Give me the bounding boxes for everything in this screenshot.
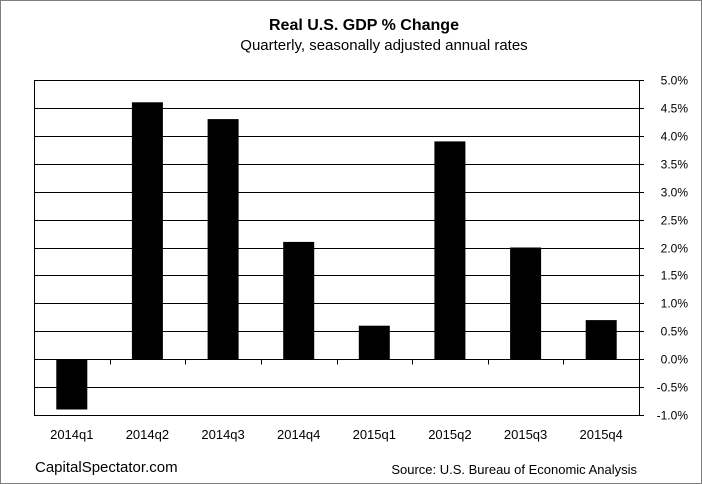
x-tick-label: 2015q3 — [504, 427, 547, 442]
x-tick-label: 2014q1 — [50, 427, 93, 442]
x-tick-label: 2015q2 — [428, 427, 471, 442]
bar-2014q1 — [56, 359, 88, 410]
y-tick-label: -0.5% — [657, 381, 689, 395]
source-note: Source: U.S. Bureau of Economic Analysis — [391, 462, 637, 477]
y-tick-label: 1.5% — [661, 269, 689, 283]
y-tick-label: 4.0% — [661, 130, 689, 144]
y-tick-label: 3.0% — [661, 186, 689, 200]
y-tick-label: 0.5% — [661, 325, 689, 339]
site-credit: CapitalSpectator.com — [35, 459, 178, 476]
y-tick-label: -1.0% — [657, 409, 689, 423]
bar-2015q3 — [510, 247, 542, 360]
chart-title: Real U.S. GDP % Change — [269, 17, 459, 34]
bar-2015q1 — [358, 325, 390, 360]
y-tick-label: 2.5% — [661, 214, 689, 228]
y-tick-label: 1.0% — [661, 297, 689, 311]
bar-2014q4 — [283, 241, 315, 360]
bar-2015q2 — [434, 141, 466, 360]
y-tick-label: 4.5% — [661, 102, 689, 116]
y-tick-label: 3.5% — [661, 158, 689, 172]
bar-2015q4 — [585, 320, 617, 360]
x-tick-label: 2015q4 — [580, 427, 623, 442]
x-tick-label: 2014q4 — [277, 427, 320, 442]
x-tick-label: 2014q3 — [201, 427, 244, 442]
y-tick-label: 2.0% — [661, 242, 689, 256]
chart-subtitle: Quarterly, seasonally adjusted annual ra… — [240, 37, 528, 54]
x-tick-label: 2014q2 — [126, 427, 169, 442]
y-tick-label: 5.0% — [661, 74, 689, 88]
bar-2014q3 — [207, 119, 239, 360]
bar-2014q2 — [131, 102, 163, 360]
y-tick-label: 0.0% — [661, 353, 689, 367]
x-tick-label: 2015q1 — [353, 427, 396, 442]
